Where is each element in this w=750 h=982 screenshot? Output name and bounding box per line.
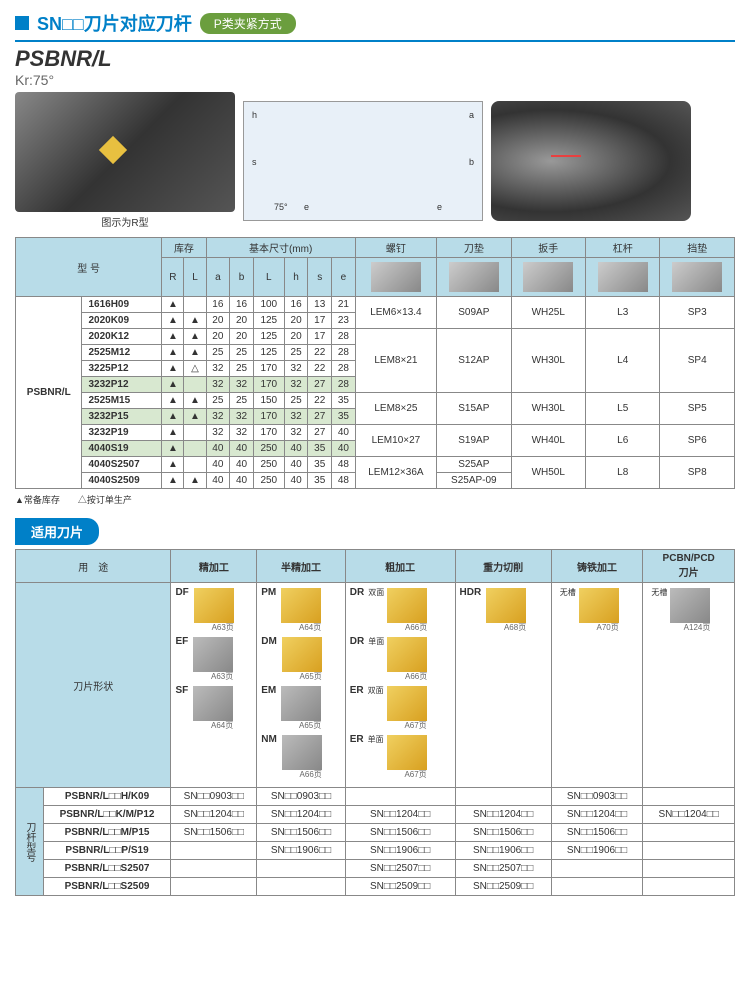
insert-chip-icon: A63页 [194, 588, 234, 623]
table-row: 2020K12▲▲2020125201728LEM8×21S12APWH30LL… [16, 329, 735, 345]
dimension-diagram: h a s b 75° e e [243, 101, 483, 221]
table-row: 2525M15▲▲2525150252235LEM8×25S15APWH30LL… [16, 393, 735, 409]
insert-section-title: 适用刀片 [15, 518, 99, 545]
model-row: PSBNR/L□□S2507SN□□2507□□SN□□2507□□ [16, 860, 735, 878]
insert-chip-icon: A67页 [387, 686, 427, 721]
tool-photo [15, 92, 235, 212]
table-row: PSBNR/L1616H09▲1616100161321LEM6×13.4S09… [16, 297, 735, 313]
col-screw: 螺钉 [355, 238, 436, 258]
main-spec-table: 型 号 库存 基本尺寸(mm) 螺钉 刀垫 扳手 杠杆 挡垫 R L a b L… [15, 237, 735, 489]
insert-chip-icon: A63页 [193, 637, 233, 672]
model-row: PSBNR/L□□K/M/P12SN□□1204□□SN□□1204□□SN□□… [16, 806, 735, 824]
model-row: PSBNR/L□□P/S19SN□□1906□□SN□□1906□□SN□□19… [16, 842, 735, 860]
model-row: PSBNR/L□□M/P15SN□□1506□□SN□□1506□□SN□□15… [16, 824, 735, 842]
insert-chip-icon: A65页 [281, 686, 321, 721]
header-title: SN□□刀片对应刀杆 [37, 10, 192, 36]
col-wrench: 扳手 [511, 238, 585, 258]
col-lever: 杠杆 [585, 238, 659, 258]
lever-icon [598, 262, 648, 292]
model-kr: Kr:75° [15, 72, 112, 88]
col-dims: 基本尺寸(mm) [206, 238, 355, 258]
shim-icon [672, 262, 722, 292]
bottom-vert-label: 刀杆型号 [16, 788, 44, 896]
insert-chip-icon: A70页 [579, 588, 619, 623]
model-row: PSBNR/L□□S2509SN□□2509□□SN□□2509□□ [16, 878, 735, 896]
insert-chip-icon: A66页 [387, 637, 427, 672]
clamp-type-pill: P类夹紧方式 [200, 13, 296, 34]
col-shim: 挡垫 [660, 238, 735, 258]
insert-chip-icon: A124页 [670, 588, 710, 623]
image-note: 图示为R型 [15, 214, 235, 229]
shape-label: 刀片形状 [16, 583, 171, 788]
col-stock: 库存 [162, 238, 206, 258]
pad-icon [449, 262, 499, 292]
insert-chip-icon: A66页 [387, 588, 427, 623]
page-header: SN□□刀片对应刀杆 P类夹紧方式 [15, 10, 735, 42]
insert-chip-icon: A65页 [282, 637, 322, 672]
table-row: 3232P19▲3232170322740LEM10×27S19APWH40LL… [16, 425, 735, 441]
wrench-icon [523, 262, 573, 292]
header-square-icon [15, 16, 29, 30]
table-row: 4040S2507▲4040250403548LEM12×36AS25APWH5… [16, 457, 735, 473]
application-photo [491, 101, 691, 221]
screw-icon [371, 262, 421, 292]
stock-legend: ▲常备库存 △按订单生产 [15, 493, 735, 506]
insert-chip-icon: A64页 [281, 588, 321, 623]
insert-chip-icon: A64页 [193, 686, 233, 721]
model-name: PSBNR/L [15, 46, 112, 72]
col-model: 型 号 [16, 238, 162, 297]
col-pad: 刀垫 [437, 238, 511, 258]
insert-chip-icon: A67页 [387, 735, 427, 770]
image-row: 图示为R型 h a s b 75° e e [15, 92, 735, 229]
model-row: 刀杆型号PSBNR/L□□H/K09SN□□0903□□SN□□0903□□SN… [16, 788, 735, 806]
usage-label: 用 途 [16, 550, 171, 583]
insert-chip-icon: A68页 [486, 588, 526, 623]
insert-chip-icon: A66页 [282, 735, 322, 770]
insert-table: 用 途 精加工 半精加工 粗加工 重力切削 铸铁加工 PCBN/PCD 刀片 刀… [15, 549, 735, 896]
